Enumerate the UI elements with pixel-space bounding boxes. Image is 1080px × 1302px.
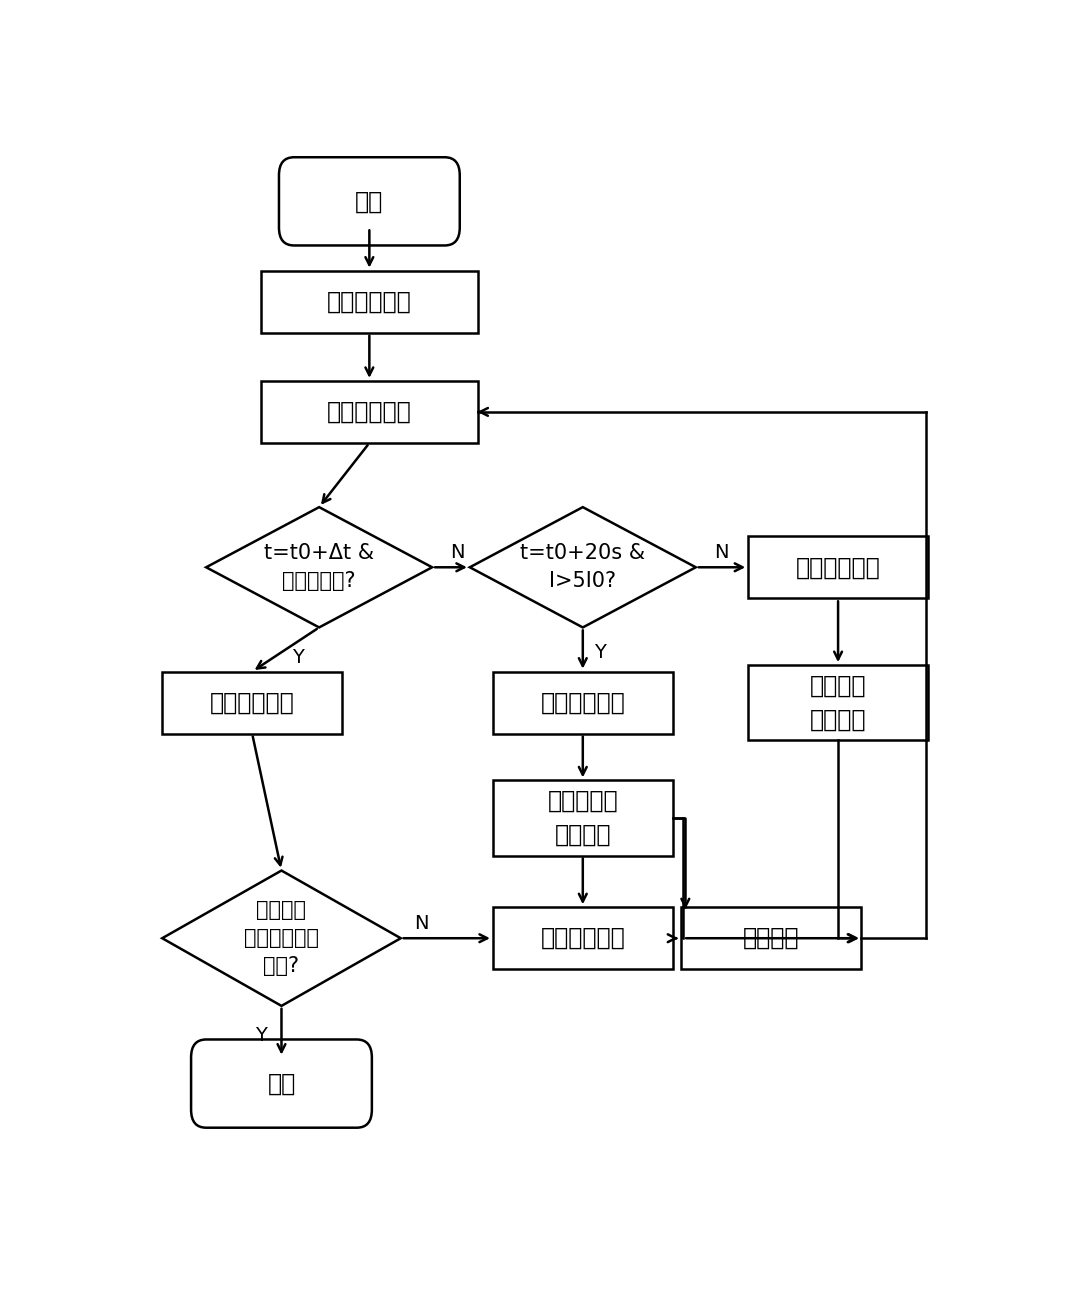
Text: 电机自动停转: 电机自动停转 [210,690,295,715]
Polygon shape [162,871,401,1006]
Text: 合闸指令发出: 合闸指令发出 [327,289,411,314]
Text: 开始: 开始 [355,189,383,214]
Text: t=t0+Δt &
有合闸信号?: t=t0+Δt & 有合闸信号? [265,543,374,591]
Text: N: N [714,543,728,561]
Text: 接入视频
辅助判断合闸
到位?: 接入视频 辅助判断合闸 到位? [244,900,319,976]
Text: 电机自动停转: 电机自动停转 [540,926,625,950]
Text: N: N [415,914,429,932]
Text: Y: Y [255,1026,267,1046]
Text: Y: Y [293,648,305,667]
Text: 限位开关
故障告警: 限位开关 故障告警 [810,674,866,732]
Bar [492,672,673,734]
Text: t=t0+20s &
I>5I0?: t=t0+20s & I>5I0? [521,543,646,591]
Bar [748,536,928,599]
Bar [260,271,478,333]
Text: 电机自动停转: 电机自动停转 [796,555,880,579]
Text: 扭矩限制器
故障告警: 扭矩限制器 故障告警 [548,789,618,846]
FancyBboxPatch shape [279,158,460,246]
Text: Y: Y [594,643,606,661]
Text: 结束: 结束 [268,1072,296,1095]
FancyBboxPatch shape [191,1039,372,1128]
Bar [492,907,673,969]
Text: N: N [450,543,464,561]
Bar [260,380,478,443]
Text: 电机自动停转: 电机自动停转 [540,690,625,715]
Bar [681,907,861,969]
Bar [492,780,673,855]
Bar [162,672,342,734]
Text: 调用合闸程序: 调用合闸程序 [327,400,411,424]
Polygon shape [206,508,432,628]
Text: 排障处理: 排障处理 [743,926,799,950]
Bar [748,665,928,741]
Polygon shape [470,508,696,628]
